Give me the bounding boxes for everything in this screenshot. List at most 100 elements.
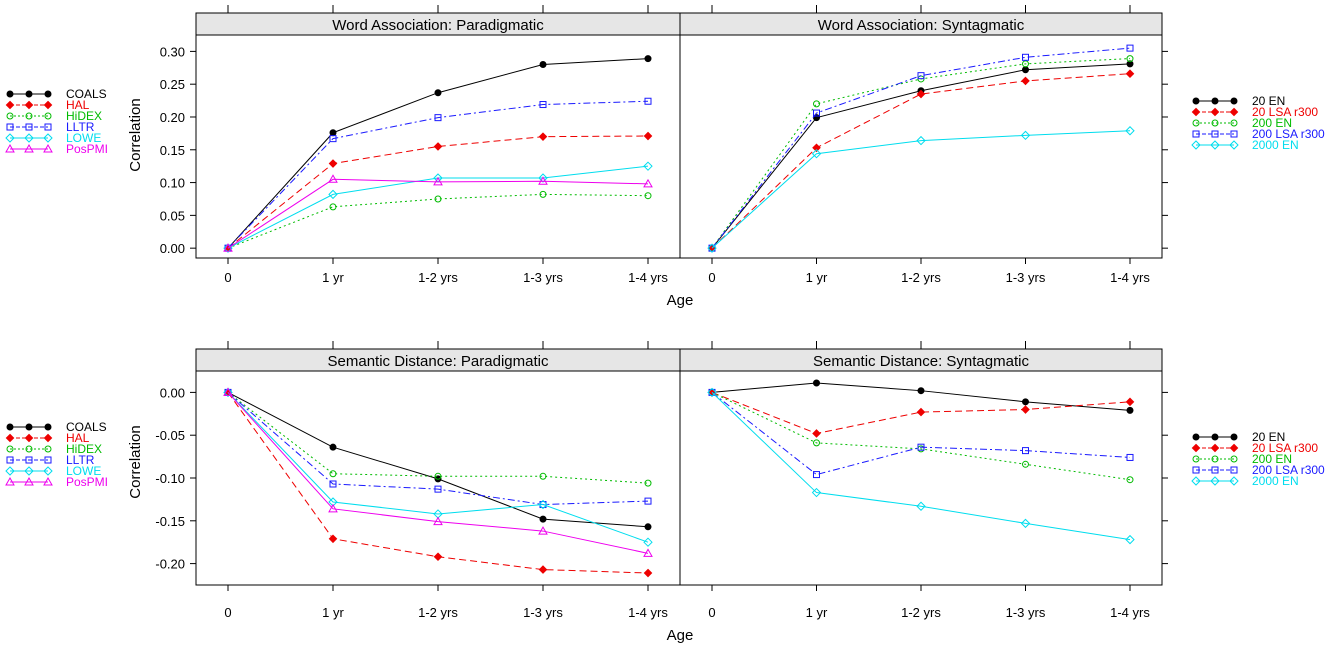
data-point <box>1126 55 1134 63</box>
legend-item: 200 EN <box>1192 452 1292 466</box>
x-tick-label: 1-2 yrs <box>901 270 941 285</box>
legend-marker <box>24 100 34 110</box>
legend-marker <box>6 456 14 464</box>
data-point <box>329 443 337 451</box>
legend-label: 200 LSA r300 <box>1252 463 1325 477</box>
data-point <box>917 72 925 80</box>
data-point <box>643 131 653 141</box>
x-axis-label: Age <box>667 292 694 309</box>
legend-marker <box>44 423 52 431</box>
legend-item: LLTR <box>6 453 95 467</box>
series-HiDEX <box>224 190 652 252</box>
legend-label: PosPMI <box>66 142 108 156</box>
panel-title: Semantic Distance: Syntagmatic <box>813 353 1029 370</box>
legend-marker <box>25 90 33 98</box>
legend-marker <box>24 133 34 143</box>
series-PosPMI <box>223 174 653 252</box>
data-point <box>328 503 338 513</box>
legend-label: 200 LSA r300 <box>1252 127 1325 141</box>
data-point <box>812 429 821 438</box>
data-point <box>223 243 233 252</box>
legend-item: 200 EN <box>1192 116 1292 130</box>
legend-label: HAL <box>66 98 90 112</box>
legend-item: HAL <box>5 98 90 112</box>
legend-marker <box>1192 119 1200 127</box>
series-line <box>711 58 1131 249</box>
x-tick-label: 1-4 yrs <box>628 605 668 620</box>
legend-marker <box>6 445 14 453</box>
legend-marker <box>25 112 33 120</box>
data-point <box>1126 44 1134 52</box>
legend-marker <box>1229 476 1239 486</box>
data-point <box>539 61 547 69</box>
legend-label: 20 LSA r300 <box>1252 441 1318 455</box>
panel-0: Word Association: Paradigmatic 0 1 yr 1-2 y… <box>160 5 681 285</box>
series-line <box>227 193 649 249</box>
x-tick-label: 1-3 yrs <box>1006 270 1046 285</box>
x-tick-label: 1 yr <box>806 605 828 620</box>
legend-marker <box>1229 443 1239 453</box>
legend-marker <box>43 133 53 143</box>
legend-marker <box>1211 466 1219 474</box>
word-association-row: Word Association: Paradigmatic 0 1 yr 1-2 y… <box>5 5 1325 309</box>
data-point <box>434 114 442 122</box>
legend-label: LLTR <box>66 453 95 467</box>
data-point <box>707 243 717 253</box>
legend-item: 200 LSA r300 <box>1192 463 1325 477</box>
legend-marker <box>1210 140 1220 150</box>
legend-marker <box>5 476 15 486</box>
series-line <box>711 73 1131 249</box>
legend-item: PosPMI <box>5 475 108 489</box>
data-point <box>644 523 652 531</box>
y-axis-label: Correlation <box>127 425 144 498</box>
x-tick-label: 0 <box>708 605 715 620</box>
series-LLTR <box>224 388 652 509</box>
series-line <box>711 392 1131 541</box>
data-point <box>643 537 653 547</box>
data-point <box>433 176 443 186</box>
legend-item: HiDEX <box>6 442 102 456</box>
data-point <box>433 516 443 526</box>
legend-marker <box>5 133 15 143</box>
data-point <box>644 479 652 487</box>
data-point <box>1022 460 1029 468</box>
series-line <box>227 178 649 249</box>
legend-item: COALS <box>6 87 107 101</box>
series-line <box>711 391 1131 481</box>
x-tick-label: 1-4 yrs <box>1110 270 1150 285</box>
legend-marker <box>25 123 33 131</box>
series-line <box>227 392 649 574</box>
panel-title: Word Association: Syntagmatic <box>818 17 1025 34</box>
data-point <box>328 159 338 168</box>
series-line <box>227 135 649 249</box>
legend-marker <box>1192 97 1200 105</box>
legend-marker <box>1230 433 1238 441</box>
y-tick-label: 0.10 <box>160 176 185 191</box>
data-point <box>813 379 820 387</box>
data-point <box>538 132 548 141</box>
legend-marker <box>1211 119 1219 127</box>
y-tick-label: 0.25 <box>160 77 185 92</box>
x-tick-label: 0 <box>224 605 231 620</box>
y-tick-label: -0.20 <box>155 557 185 572</box>
legend-marker <box>5 143 15 153</box>
legend-item: 20 EN <box>1192 94 1285 108</box>
x-tick-label: 1-2 yrs <box>418 270 458 285</box>
legend-marker <box>5 100 15 110</box>
data-point <box>1022 53 1029 61</box>
x-tick-label: 1 yr <box>806 270 828 285</box>
panel-1: Word Association: Syntagmatic 0 1 yr 1-2 yr… <box>679 5 1168 285</box>
legend-item: 20 EN <box>1192 430 1285 444</box>
data-point <box>329 470 337 478</box>
legend-marker <box>1211 455 1219 463</box>
data-point <box>644 192 652 200</box>
data-point <box>329 203 337 211</box>
panel-2: Semantic Distance: Paradigmatic 0 1 yr 1-2 … <box>155 341 681 620</box>
legend-marker <box>1229 140 1239 150</box>
data-point <box>1126 406 1134 414</box>
series-HiDEX <box>224 388 652 487</box>
legend-marker <box>1230 466 1238 474</box>
